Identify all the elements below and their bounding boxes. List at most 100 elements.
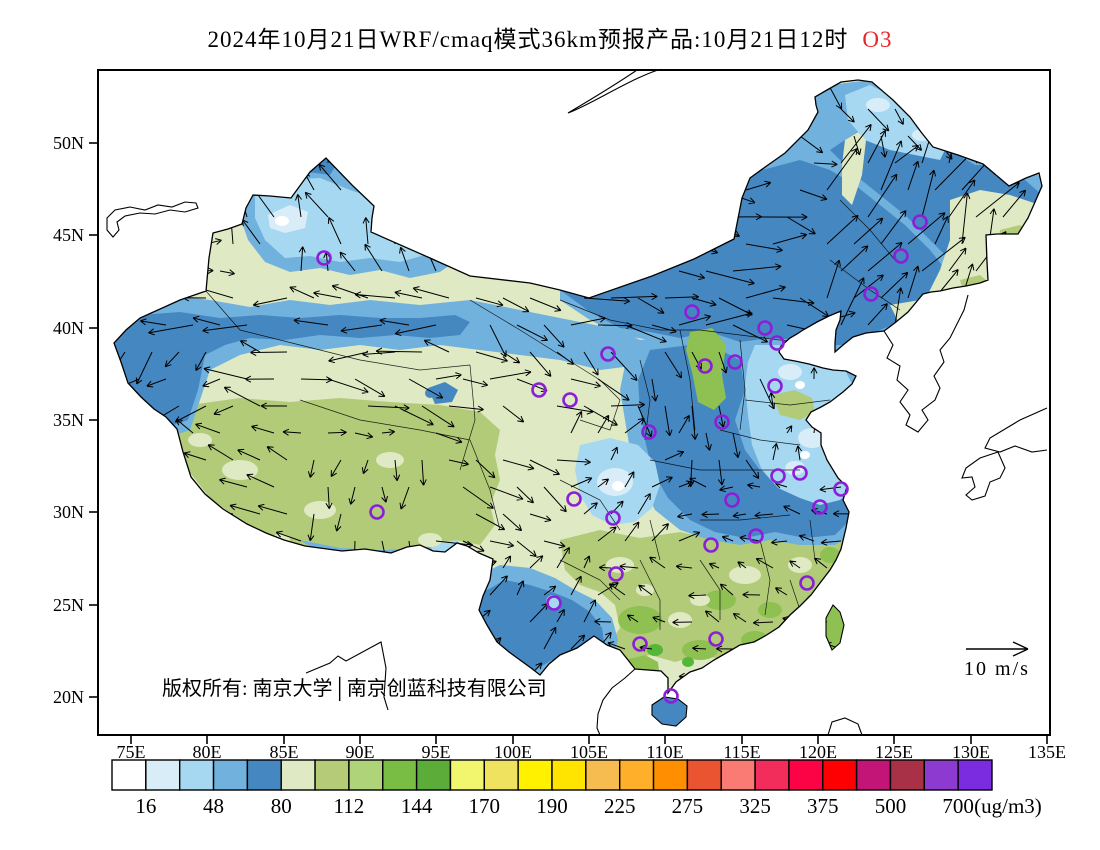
city-marker (757, 320, 773, 336)
colorbar-tick-label: 500 (875, 794, 907, 818)
colorbar-tick-label: 80 (271, 794, 292, 818)
colorbar-unit: (ug/m3) (974, 794, 1042, 818)
colorbar-cell (551, 759, 587, 791)
colorbar-cell (280, 759, 316, 791)
colorbar-cell (483, 759, 519, 791)
luzon-coastline (827, 717, 863, 736)
colorbar-tick-label: 375 (807, 794, 839, 818)
colorbar-cell (415, 759, 452, 791)
china-border (113, 79, 1043, 695)
x-tick-label: 120E (799, 742, 837, 762)
lake-baikal-outline (567, 69, 659, 114)
wind-scale-label: 10 m/s (964, 658, 1030, 680)
colorbar-cell (212, 759, 249, 791)
colorbar-tick-label: 170 (469, 794, 501, 818)
city-marker (697, 358, 713, 374)
city-marker (912, 214, 928, 230)
city-marker (833, 481, 849, 497)
colorbar-cell (449, 759, 486, 791)
city-marker (724, 492, 740, 508)
colorbar-cell (145, 759, 181, 791)
colorbar-cell (889, 759, 926, 791)
city-marker (316, 250, 332, 266)
colorbar-tick-label: 700 (942, 794, 974, 818)
y-tick-label: 40N (53, 318, 84, 338)
wind-scale-legend: 10 m/s (964, 641, 1030, 680)
city-marker (812, 499, 828, 515)
colorbar-tick-label: 48 (203, 794, 224, 818)
city-marker (663, 688, 679, 704)
city-marker (863, 286, 879, 302)
city-marker (770, 468, 786, 484)
colorbar-cell (618, 759, 655, 791)
colorbar-tick-label: 190 (536, 794, 568, 818)
city-marker (767, 378, 783, 394)
plot-frame (97, 69, 1051, 736)
colorbar-cell (111, 759, 147, 791)
colorbar-cell (788, 759, 824, 791)
colorbar-cell (720, 759, 756, 791)
city-marker (600, 346, 616, 362)
y-tick-label: 25N (53, 595, 84, 615)
wind-scale-arrow (966, 641, 1029, 657)
vietnam-coastline (596, 668, 636, 736)
x-tick-label: 110E (646, 742, 683, 762)
colorbar-cell (348, 759, 384, 791)
x-tick-label: 100E (494, 742, 532, 762)
colorbar-cell (178, 759, 215, 791)
city-marker (769, 335, 785, 351)
x-tick-label: 130E (952, 742, 990, 762)
colorbar-tick-label: 144 (401, 794, 433, 818)
colorbar-cell (246, 759, 282, 791)
city-marker (608, 566, 624, 582)
colorbar-cell (754, 759, 790, 791)
y-tick-label: 45N (53, 225, 84, 245)
bengal-coastline (305, 641, 389, 711)
x-tick-label: 115E (723, 742, 760, 762)
colorbar-cell (517, 759, 553, 791)
colorbar: 16 48 80 112 144 170 190 225 275 325 375 500 700 (ug/… (111, 759, 1042, 818)
korea-coastline (883, 294, 969, 433)
city-marker (703, 537, 719, 553)
colorbar-tick-label: 112 (334, 794, 365, 818)
colorbar-cell (686, 759, 722, 791)
colorbar-cell (382, 759, 418, 791)
axes: 75E 80E 85E 90E 95E 100E 105E 110E 115E 120E 125E 1… (53, 133, 1066, 762)
city-marker (566, 491, 582, 507)
x-tick-label: 105E (570, 742, 608, 762)
colorbar-tick-label: 16 (135, 794, 156, 818)
colorbar-cell (855, 759, 892, 791)
kyushu-coastline (961, 451, 1006, 501)
city-marker (748, 528, 764, 544)
y-tick-label: 20N (53, 687, 84, 707)
colorbar-cell (923, 759, 959, 791)
x-tick-label: 135E (1028, 742, 1066, 762)
y-tick-label: 50N (53, 133, 84, 153)
city-marker (641, 424, 657, 440)
city-marker (546, 595, 562, 611)
x-tick-label: 125E (875, 742, 913, 762)
city-marker (893, 248, 909, 264)
city-marker (562, 392, 578, 408)
city-marker (605, 510, 621, 526)
colorbar-cell (585, 759, 621, 791)
x-tick-label: 90E (346, 742, 375, 762)
colorbar-tick-label: 225 (604, 794, 636, 818)
city-marker (632, 636, 648, 652)
colorbar-cell (957, 759, 993, 791)
copyright: 版权所有: 南京大学│南京创蓝科技有限公司 (162, 676, 547, 702)
neighbor-coastlines (106, 69, 1048, 736)
x-tick-label: 85E (270, 742, 299, 762)
city-marker (708, 631, 724, 647)
city-marker (684, 304, 700, 320)
y-tick-label: 35N (53, 410, 84, 430)
y-tick-label: 30N (53, 502, 84, 522)
japan-coastline (984, 407, 1048, 453)
x-tick-label: 95E (422, 742, 451, 762)
taiwan-island (825, 604, 845, 651)
city-marker (369, 504, 385, 520)
x-tick-label: 75E (117, 742, 146, 762)
title-text: 2024年10月21日WRF/cmaq模式36km预报产品:10月21日12时 (207, 27, 849, 52)
